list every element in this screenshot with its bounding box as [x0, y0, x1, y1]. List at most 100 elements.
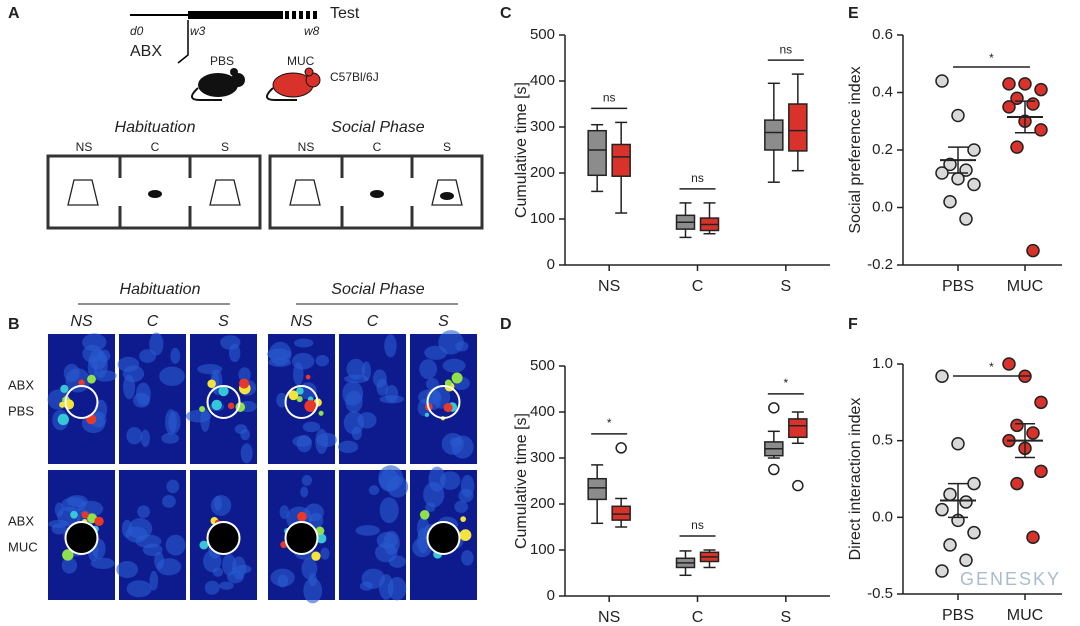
data-point — [1026, 97, 1040, 111]
phase-label: Habituation — [120, 281, 201, 298]
data-point — [1002, 357, 1016, 371]
heat-blob — [220, 335, 241, 350]
chart: E Social preference index -0.2 0.0 0.2 0.4 0.6… — [847, 5, 1062, 295]
row-label: ABX — [8, 377, 34, 392]
data-point — [935, 166, 949, 180]
row-label: ABX — [8, 513, 34, 528]
mouse-icon — [191, 68, 245, 101]
zone-label: S — [218, 313, 229, 330]
zone-label: C — [151, 140, 160, 154]
box — [788, 418, 808, 439]
significance-label: * — [783, 376, 788, 390]
y-axis-title: Direct interaction index — [847, 398, 864, 561]
significance-label: * — [989, 51, 994, 65]
heat-blob — [432, 385, 451, 409]
phase-label: Social Phase — [331, 281, 424, 298]
panel-b: B Habituation Social Phase NS C S NS C S ABX PB… — [8, 281, 477, 604]
data-point — [959, 553, 973, 568]
data-point — [1026, 426, 1040, 440]
heat-blob — [346, 358, 366, 380]
heat-blob — [291, 352, 315, 370]
row-label: PBS — [8, 403, 34, 418]
outlier — [792, 479, 804, 492]
data-point — [967, 143, 981, 157]
data-point — [943, 195, 957, 209]
significance-label: ns — [779, 42, 792, 56]
y-axis-title: Cumulative time [s] — [513, 82, 530, 218]
box — [587, 129, 607, 177]
heat-blob — [165, 534, 186, 556]
data-point — [1002, 100, 1016, 114]
outlier — [615, 442, 627, 454]
heatmaps: NS C S NS C S ABX PBS ABX MUC — [8, 313, 477, 604]
heat-blob — [93, 352, 108, 379]
heat-blob — [372, 369, 387, 388]
panel-letter: B — [8, 316, 20, 333]
data-point — [943, 157, 957, 172]
panel-letter: D — [500, 316, 512, 333]
zone-circle — [206, 385, 241, 419]
data-point — [1010, 476, 1024, 491]
data-point — [1010, 140, 1024, 154]
y-tick-label: 100 — [530, 541, 555, 558]
heat-spot — [451, 372, 463, 384]
strain-label: C57Bl/6J — [330, 70, 379, 84]
heatmap-cell — [190, 334, 257, 464]
data-point — [967, 476, 981, 491]
zone-label: NS — [298, 140, 315, 154]
data-point — [1026, 243, 1040, 258]
significance-label: ns — [603, 91, 616, 105]
heat-spot — [239, 378, 250, 389]
heat-spot — [304, 400, 317, 412]
heat-blob — [351, 426, 362, 441]
zone-circle — [426, 385, 461, 419]
zone-label: C — [373, 140, 382, 154]
data-point — [935, 74, 949, 88]
heat-blob — [165, 409, 177, 435]
panel-letter: E — [848, 5, 859, 22]
heat-blob — [379, 395, 405, 404]
arena — [46, 154, 484, 230]
heat-blob — [219, 581, 234, 590]
heat-spot — [318, 410, 324, 416]
heat-blob — [204, 580, 220, 595]
y-tick-label: 300 — [530, 449, 555, 466]
heat-blob — [122, 365, 145, 383]
heat-spot — [460, 516, 467, 522]
mouse-icon — [148, 190, 454, 200]
zone-label: S — [221, 140, 229, 154]
heat-blob — [61, 557, 78, 574]
heat-blob — [304, 503, 324, 522]
heat-spot — [62, 549, 74, 561]
zone-label: NS — [290, 313, 313, 330]
data-point — [935, 564, 949, 578]
heat-blob — [423, 481, 445, 508]
heat-blob — [442, 358, 466, 373]
y-tick-label: 0.5 — [872, 432, 893, 449]
box — [764, 119, 784, 151]
y-tick-label: 100 — [530, 210, 555, 227]
y-tick-label: -0.2 — [867, 256, 893, 273]
data-point — [951, 172, 965, 186]
heat-blob — [276, 392, 288, 408]
outlier — [768, 463, 780, 476]
heat-blob — [302, 421, 321, 433]
heat-blob — [438, 330, 464, 355]
data-point — [1018, 77, 1032, 91]
chart: C Cumulative time [s] 0 100 200 300 400 500 NS C S… — [500, 5, 830, 295]
box — [611, 505, 631, 521]
heat-blob — [234, 564, 252, 574]
heat-spot — [227, 402, 235, 410]
zone-label: S — [438, 313, 449, 330]
heat-blob — [361, 361, 371, 382]
heat-spot — [199, 540, 209, 550]
heat-blob — [234, 424, 248, 435]
significance-label: * — [989, 360, 994, 374]
x-tick-label: S — [780, 609, 791, 626]
x-tick-label: C — [692, 609, 704, 626]
heat-spot — [70, 510, 78, 519]
data-point — [1034, 123, 1048, 137]
heat-spot — [443, 403, 453, 413]
y-tick-label: -0.5 — [867, 585, 893, 602]
heat-blob — [166, 479, 180, 494]
